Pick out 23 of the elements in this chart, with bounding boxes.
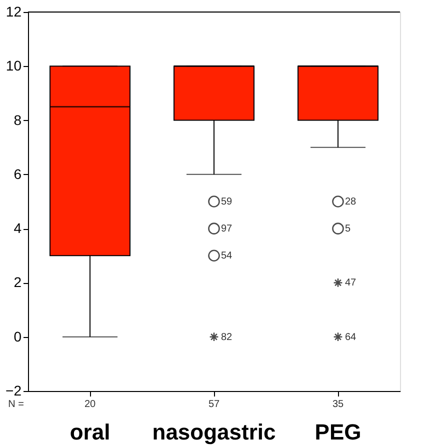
annotation: 5 (345, 224, 351, 235)
text: 35 (332, 399, 344, 410)
y-tick-label: 2 (14, 274, 22, 290)
annotation: 59 (221, 196, 233, 208)
x-tick-label: nasogastric (152, 420, 276, 444)
annotation: 28 (345, 196, 357, 208)
x-tick-label: oral (70, 420, 110, 444)
text: N = (8, 399, 24, 410)
y-tick-label: −2 (6, 382, 22, 398)
y-tick-label: 4 (14, 220, 22, 236)
y-tick-label: 12 (6, 4, 22, 20)
y-tick-label: 6 (14, 166, 22, 182)
text: 57 (208, 399, 220, 410)
y-tick-label: 8 (14, 112, 22, 128)
annotation: 97 (221, 224, 233, 235)
text: 20 (84, 399, 96, 410)
x-tick-label: PEG (314, 420, 362, 444)
y-tick-label: 10 (6, 58, 22, 74)
annotation: 82 (221, 332, 233, 343)
annotation: 47 (345, 278, 357, 289)
annotation: 64 (345, 332, 357, 343)
annotation: 54 (221, 250, 233, 262)
y-tick-label: 0 (14, 328, 22, 344)
